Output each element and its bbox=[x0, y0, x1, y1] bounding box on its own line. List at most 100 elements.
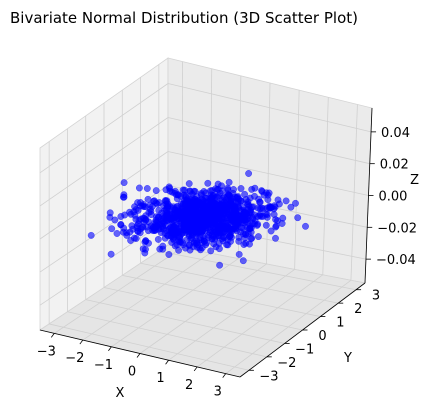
scatter-point bbox=[224, 190, 232, 198]
scatter-point bbox=[157, 229, 165, 237]
scatter-point bbox=[142, 237, 150, 245]
scatter-point bbox=[212, 200, 220, 208]
scatter-point bbox=[279, 214, 287, 222]
scatter-point bbox=[251, 184, 259, 192]
x-tick-mark bbox=[108, 346, 112, 352]
scatter-point bbox=[189, 210, 197, 218]
scatter-point bbox=[223, 241, 231, 249]
y-axis-label: Y bbox=[343, 351, 352, 366]
z-tick-label: −0.02 bbox=[377, 221, 417, 236]
y-tick-label: 0 bbox=[318, 329, 326, 344]
y-grid-floor-line bbox=[158, 250, 357, 291]
scatter-point bbox=[154, 235, 162, 243]
scatter-point bbox=[224, 184, 232, 192]
scatter-point bbox=[272, 223, 280, 231]
z-grid-left-line bbox=[39, 219, 169, 306]
x-tick-label: 0 bbox=[128, 365, 136, 380]
scatter-point bbox=[202, 189, 210, 197]
scatter-point bbox=[267, 227, 275, 235]
scatter-point bbox=[159, 245, 167, 253]
scatter-point bbox=[262, 221, 270, 229]
chart-title: Bivariate Normal Distribution (3D Scatte… bbox=[10, 9, 358, 27]
scatter-points bbox=[87, 170, 309, 269]
scatter-point bbox=[133, 224, 141, 232]
y-grid-floor-line bbox=[67, 311, 267, 358]
scatter-point bbox=[240, 208, 248, 216]
scatter-point bbox=[246, 207, 254, 215]
scatter-point bbox=[161, 206, 169, 214]
scatter-point bbox=[150, 197, 158, 205]
scatter-point bbox=[113, 230, 121, 237]
scatter-point bbox=[229, 195, 236, 203]
scatter-point bbox=[164, 200, 172, 208]
scatter-point bbox=[177, 238, 185, 246]
scatter-point bbox=[152, 187, 160, 195]
scatter-point bbox=[211, 211, 219, 219]
x-tick-label: 1 bbox=[156, 371, 164, 386]
scatter-point bbox=[119, 228, 127, 236]
y-tick-label: 1 bbox=[336, 316, 344, 331]
scatter-point bbox=[294, 214, 302, 222]
x-tick-label: −2 bbox=[65, 351, 84, 366]
scatter-point bbox=[144, 195, 152, 203]
scatter-point bbox=[189, 225, 197, 233]
scatter-point bbox=[254, 233, 262, 241]
y-grid-floor-line bbox=[49, 323, 250, 371]
scatter-point bbox=[235, 250, 243, 258]
scatter-point bbox=[196, 244, 203, 252]
scatter-point bbox=[176, 212, 184, 220]
scatter-point bbox=[137, 215, 144, 223]
scatter-point bbox=[198, 222, 206, 230]
scatter-point bbox=[274, 196, 282, 204]
z-tick-label: 0.04 bbox=[381, 126, 410, 141]
scatter-point bbox=[227, 232, 234, 239]
tick-labels: −3−3−2 −2−1−100112233−0.04−0.020.000.020.… bbox=[37, 126, 417, 400]
scatter-point bbox=[219, 201, 227, 209]
scatter-point bbox=[201, 238, 208, 245]
x-tick-mark bbox=[79, 339, 84, 345]
scatter-point bbox=[220, 219, 228, 227]
y-grid-floor-line bbox=[140, 262, 339, 304]
scatter-point bbox=[87, 231, 95, 239]
z-tick-label: 0.00 bbox=[379, 190, 408, 205]
scatter-point bbox=[248, 220, 256, 228]
scatter-point bbox=[108, 225, 116, 233]
scatter-point bbox=[270, 211, 278, 218]
y-grid-floor-line bbox=[103, 287, 303, 331]
y-grid-floor-line bbox=[85, 299, 285, 344]
scatter-point bbox=[258, 204, 266, 212]
scatter-point bbox=[302, 222, 309, 230]
scatter-point bbox=[158, 219, 166, 227]
scatter-point bbox=[271, 202, 278, 210]
scatter-point bbox=[220, 210, 228, 218]
scatter-point bbox=[239, 257, 247, 265]
scatter-point bbox=[246, 194, 254, 202]
scatter-point bbox=[135, 184, 143, 192]
x-tick-mark bbox=[136, 353, 141, 358]
scatter-point bbox=[166, 187, 174, 195]
scatter-point bbox=[225, 178, 233, 186]
x-tick-mark bbox=[193, 366, 198, 372]
scatter-point bbox=[195, 212, 203, 220]
y-tick-label: −2 bbox=[277, 356, 296, 371]
y-tick-label: 2 bbox=[354, 302, 362, 317]
scatter-point bbox=[171, 242, 179, 250]
scatter-point bbox=[165, 251, 173, 258]
scatter-point bbox=[107, 250, 115, 258]
scatter-point bbox=[185, 180, 193, 188]
x-axis-label: X bbox=[116, 386, 125, 401]
z-grid-left-line bbox=[39, 83, 169, 174]
z-tick-label: −0.04 bbox=[376, 253, 416, 268]
scatter-point bbox=[232, 224, 240, 232]
scatter-point bbox=[188, 194, 196, 202]
scatter-point bbox=[155, 206, 163, 214]
scatter-point bbox=[142, 212, 150, 220]
scatter-point bbox=[142, 203, 149, 211]
scatter-point bbox=[256, 198, 264, 206]
scatter-point bbox=[235, 233, 243, 241]
z-axis-label: Z bbox=[410, 173, 419, 188]
scatter-point bbox=[120, 179, 128, 187]
scatter-point bbox=[237, 185, 245, 192]
z-grid-back-line bbox=[167, 117, 370, 165]
